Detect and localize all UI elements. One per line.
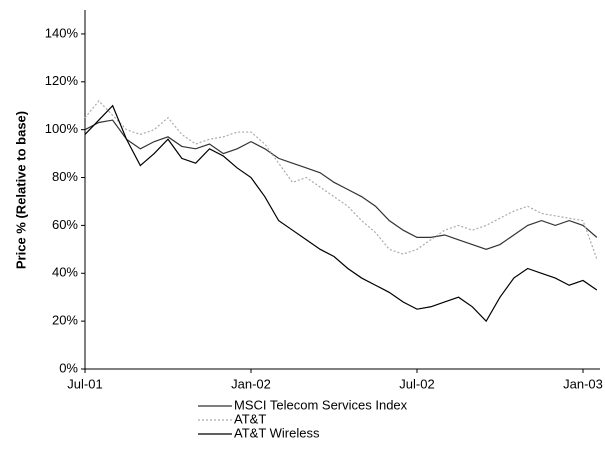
y-tick-label: 20% [52, 313, 78, 328]
legend-label: MSCI Telecom Services Index [234, 397, 408, 412]
y-axis-label: Price % (Relative to base) [13, 111, 28, 269]
x-tick-label: Jul-02 [399, 376, 434, 391]
series-line [84, 104, 598, 323]
y-tick-label: 0% [59, 360, 78, 375]
y-tick-label: 40% [52, 265, 78, 280]
series-line [84, 100, 598, 260]
y-tick-label: 140% [45, 25, 79, 40]
y-tick-label: 60% [52, 217, 78, 232]
x-tick-label: Jan-03 [563, 376, 603, 391]
series-line [84, 119, 598, 250]
y-tick-label: 80% [52, 169, 78, 184]
y-tick-label: 100% [45, 121, 79, 136]
y-tick-label: 120% [45, 73, 79, 88]
legend-label: AT&T [234, 411, 266, 426]
x-tick-label: Jul-01 [67, 376, 102, 391]
legend-label: AT&T Wireless [234, 425, 320, 440]
x-tick-label: Jan-02 [231, 376, 271, 391]
